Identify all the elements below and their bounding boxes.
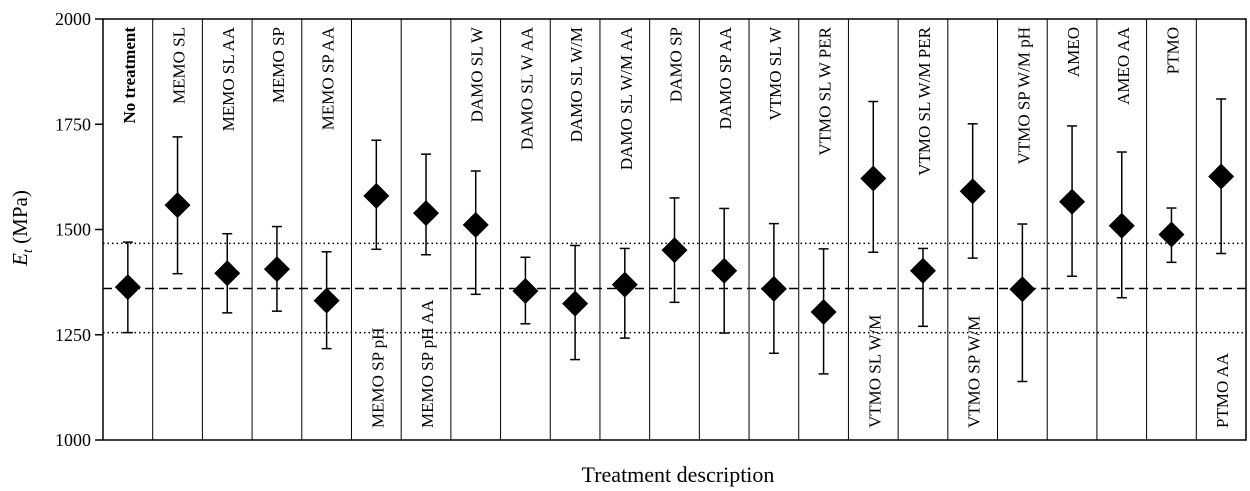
category-label: MEMO SL (170, 27, 189, 104)
category-label: MEMO SP AA (319, 26, 338, 130)
data-point-diamond (661, 237, 688, 264)
category-label: DAMO SL W (468, 26, 487, 122)
data-point-diamond (1108, 212, 1135, 239)
data-point-diamond (313, 287, 340, 314)
data-point-diamond (263, 256, 290, 283)
data-point-diamond (1208, 163, 1235, 190)
data-point-diamond (860, 165, 887, 192)
error-bars (122, 98, 1227, 383)
x-axis-label: Treatment description (582, 462, 775, 487)
y-axis: 1000 1250 1500 1750 2000 (55, 9, 103, 450)
category-label: VTMO SP W/M pH (1014, 27, 1033, 164)
category-label: VTMO SL W (766, 26, 785, 120)
data-point-diamond (1158, 221, 1185, 248)
data-point-diamond (512, 277, 539, 304)
data-point-diamond (711, 257, 738, 284)
category-labels: No treatment MEMO SL MEMO SL AA MEMO SP MEMO… (120, 26, 1232, 428)
plot-frame (102, 18, 1247, 441)
data-point-diamond (363, 182, 390, 209)
category-label: DAMO SL W/M (567, 27, 586, 142)
y-tick-label: 1750 (55, 114, 91, 134)
data-point-diamond (810, 299, 837, 326)
data-point-diamond (562, 290, 589, 317)
data-point-diamond (462, 211, 489, 238)
category-label: MEMO SP (269, 27, 288, 103)
category-label: VTMO SL W/M PER (915, 26, 934, 175)
y-axis-label: Et (MPa) (8, 190, 36, 267)
category-label: MEMO SP pH AA (418, 299, 437, 428)
category-label: DAMO SP AA (716, 26, 735, 129)
category-label: MEMO SL AA (219, 26, 238, 131)
category-label: AMEO AA (1114, 26, 1133, 105)
y-tick-label: 2000 (55, 9, 91, 29)
y-axis-label-main: E (8, 253, 32, 267)
data-point-diamond (214, 260, 241, 287)
category-label: DAMO SL W AA (517, 26, 536, 150)
data-point-diamond (114, 274, 141, 301)
category-label: DAMO SP (667, 27, 686, 102)
y-axis-label-unit: (MPa) (8, 190, 32, 249)
y-tick-label: 1000 (55, 430, 91, 450)
data-point-diamond (1059, 188, 1086, 215)
category-label: PTMO (1163, 27, 1182, 74)
category-label: PTMO AA (1213, 352, 1232, 428)
category-label: AMEO (1064, 27, 1083, 77)
data-point-diamond (611, 271, 638, 298)
data-point-diamond (413, 200, 440, 227)
y-axis-label-sub: t (21, 248, 36, 253)
data-point-diamond (909, 257, 936, 284)
category-label: VTMO SP W/M (965, 316, 984, 428)
data-point-diamond (164, 192, 191, 219)
y-tick-label: 1500 (55, 220, 91, 240)
y-tick-label: 1250 (55, 325, 91, 345)
category-label: No treatment (120, 27, 139, 124)
category-label: VTMO SL W PER (816, 26, 835, 155)
data-points (114, 163, 1235, 326)
data-point-diamond (1009, 276, 1036, 303)
category-label: MEMO SP pH (368, 328, 387, 428)
category-label: VTMO SL W/M (865, 315, 884, 428)
data-point-diamond (760, 275, 787, 302)
data-point-diamond (959, 178, 986, 205)
category-label: DAMO SL W/M AA (617, 26, 636, 170)
